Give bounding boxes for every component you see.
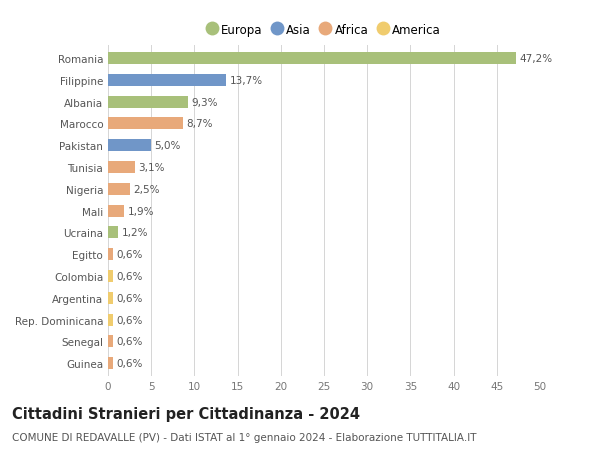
Text: 0,6%: 0,6% — [116, 336, 143, 347]
Bar — [108, 314, 113, 326]
Bar — [108, 53, 516, 65]
Bar — [108, 227, 118, 239]
Bar — [108, 162, 135, 174]
Bar — [108, 249, 113, 261]
Legend: Europa, Asia, Africa, America: Europa, Asia, Africa, America — [207, 24, 441, 37]
Text: 9,3%: 9,3% — [192, 97, 218, 107]
Bar — [108, 205, 124, 217]
Text: 47,2%: 47,2% — [519, 54, 553, 64]
Text: 1,9%: 1,9% — [128, 206, 154, 216]
Bar — [108, 75, 226, 87]
Text: 0,6%: 0,6% — [116, 293, 143, 303]
Text: 13,7%: 13,7% — [230, 76, 263, 86]
Bar — [108, 336, 113, 347]
Text: 8,7%: 8,7% — [187, 119, 213, 129]
Text: 3,1%: 3,1% — [138, 162, 165, 173]
Text: COMUNE DI REDAVALLE (PV) - Dati ISTAT al 1° gennaio 2024 - Elaborazione TUTTITAL: COMUNE DI REDAVALLE (PV) - Dati ISTAT al… — [12, 432, 476, 442]
Text: 5,0%: 5,0% — [155, 141, 181, 151]
Text: 1,2%: 1,2% — [122, 228, 148, 238]
Text: 2,5%: 2,5% — [133, 185, 160, 195]
Bar — [108, 270, 113, 282]
Text: Cittadini Stranieri per Cittadinanza - 2024: Cittadini Stranieri per Cittadinanza - 2… — [12, 406, 360, 421]
Bar — [108, 358, 113, 369]
Bar — [108, 184, 130, 196]
Bar — [108, 118, 183, 130]
Bar — [108, 140, 151, 152]
Text: 0,6%: 0,6% — [116, 271, 143, 281]
Text: 0,6%: 0,6% — [116, 250, 143, 260]
Text: 0,6%: 0,6% — [116, 358, 143, 368]
Bar — [108, 292, 113, 304]
Bar — [108, 96, 188, 108]
Text: 0,6%: 0,6% — [116, 315, 143, 325]
